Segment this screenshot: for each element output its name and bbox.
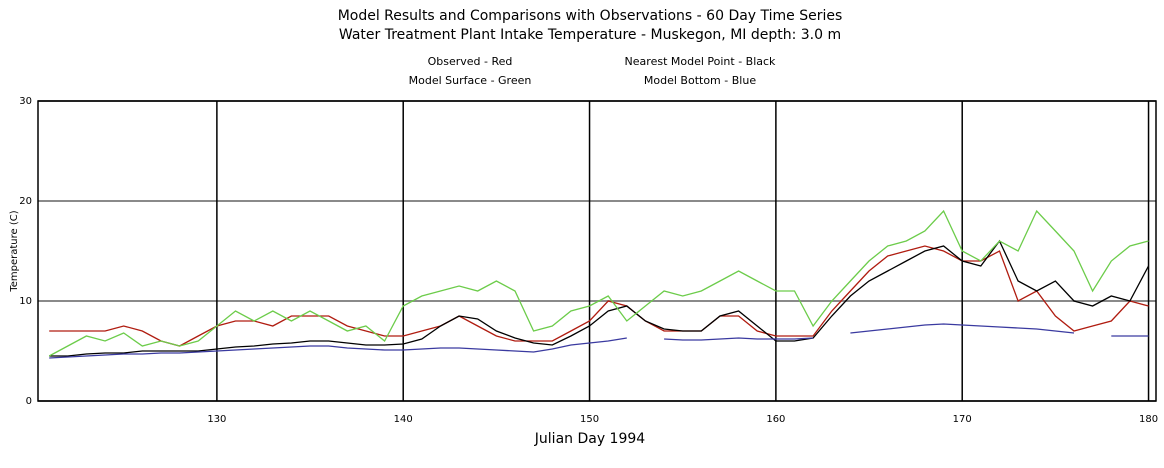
x-tick-label: 130 — [207, 414, 226, 425]
series-line — [49, 245, 1149, 347]
series-line — [48, 209, 1149, 357]
x-tick-label: 170 — [953, 414, 972, 425]
legend-entry: Nearest Model Point - Black — [625, 55, 777, 68]
x-axis-label: Julian Day 1994 — [534, 431, 646, 447]
x-tick-label: 150 — [580, 414, 599, 425]
legend-entry: Model Bottom - Blue — [644, 74, 756, 87]
chart-title: Model Results and Comparisons with Obser… — [338, 8, 843, 24]
y-axis-label: Temperature (C) — [9, 210, 20, 292]
x-tick-label: 160 — [766, 414, 785, 425]
y-tick-label: 20 — [19, 196, 32, 207]
chart-subtitle: Water Treatment Plant Intake Temperature… — [339, 27, 841, 43]
y-tick-label: 10 — [19, 296, 32, 307]
legend-entry: Observed - Red — [428, 55, 513, 68]
series-line — [49, 239, 1150, 357]
y-tick-label: 0 — [26, 396, 32, 407]
x-tick-label: 140 — [394, 414, 413, 425]
x-tick-label: 180 — [1139, 414, 1158, 425]
series-line — [49, 323, 1149, 359]
plot-frame — [37, 100, 1157, 402]
legend-entry: Model Surface - Green — [409, 74, 532, 87]
y-tick-label: 30 — [19, 96, 32, 107]
